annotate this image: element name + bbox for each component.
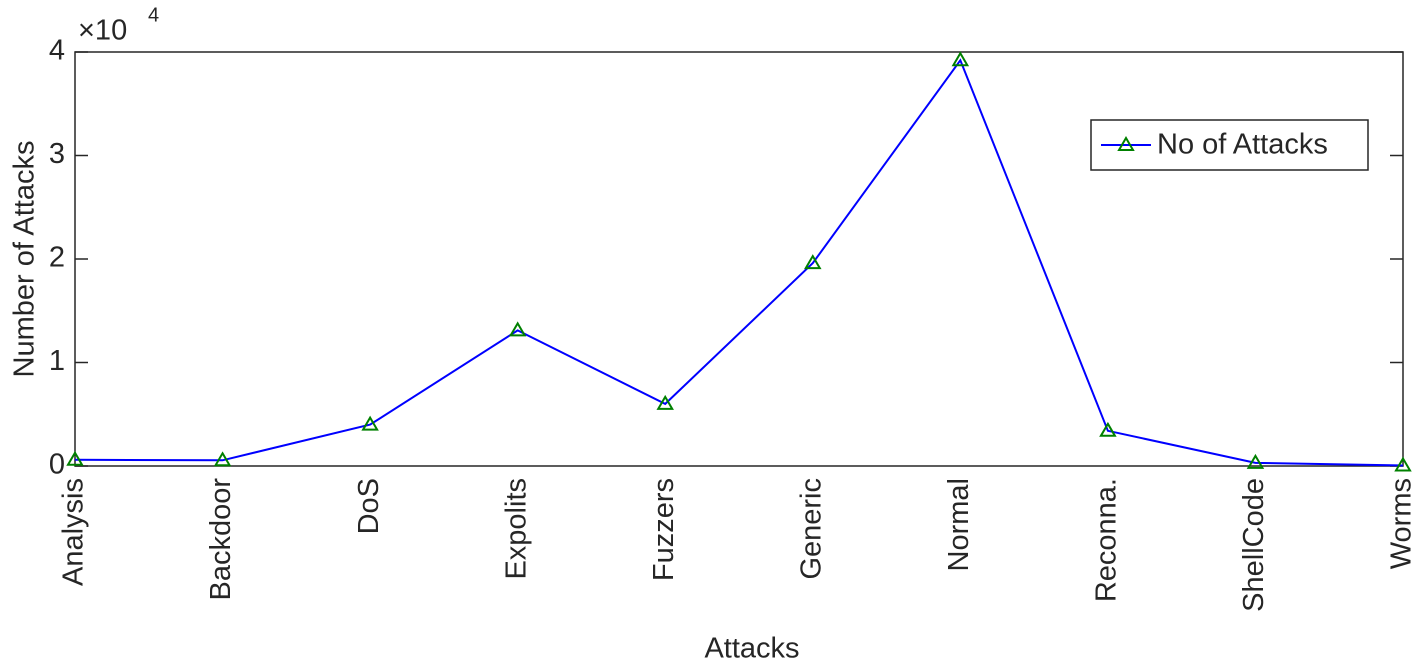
legend-label: No of Attacks: [1157, 129, 1328, 161]
x-tick-label: Fuzzers: [648, 478, 680, 581]
marker: [656, 394, 674, 410]
marker: [361, 415, 379, 431]
marker: [1246, 453, 1265, 469]
x-tick-label: Analysis: [58, 478, 90, 586]
marker: [1394, 456, 1412, 472]
y-tick-label: 4: [49, 35, 65, 67]
y-tick-label: 1: [49, 345, 65, 377]
x-tick-label: DoS: [353, 478, 385, 534]
marker: [951, 51, 970, 67]
legend-marker: [1117, 136, 1135, 151]
plot-area: [74, 51, 1404, 467]
x-tick-label: ShellCode: [1238, 478, 1270, 612]
marker: [1099, 421, 1117, 437]
marker: [508, 321, 527, 337]
series-line: [74, 58, 1404, 467]
y-exponent-base: ×10: [78, 15, 127, 47]
y-exponent-power: 4: [148, 4, 159, 26]
marker: [804, 254, 822, 270]
x-tick-label: Expolits: [500, 478, 532, 580]
y-tick-label: 3: [49, 138, 65, 170]
y-tick-label: 0: [49, 449, 65, 481]
marker: [213, 451, 232, 467]
x-tick-label: Reconna.: [1091, 478, 1123, 602]
x-tick-label: Worms: [1386, 478, 1417, 569]
y-tick-label: 2: [49, 242, 65, 274]
x-tick-label: Generic: [795, 478, 827, 580]
x-tick-label: Backdoor: [205, 478, 237, 601]
x-axis-label: Attacks: [704, 633, 799, 665]
x-tick-label: Normal: [943, 478, 975, 571]
y-axis-label: Number of Attacks: [9, 141, 41, 378]
marker: [66, 450, 84, 466]
